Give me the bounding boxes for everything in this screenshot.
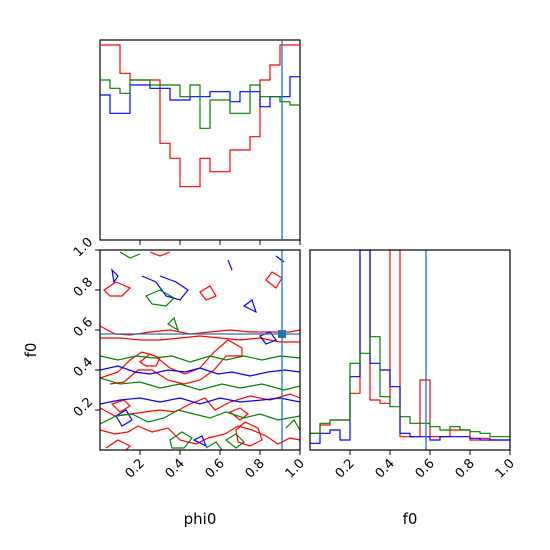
- x-axis-label-phi0: phi0: [184, 510, 217, 528]
- contour-frame: [99, 249, 301, 451]
- y-tick-label: 0.6: [71, 315, 96, 340]
- x-tick-label: 0.8: [453, 456, 478, 481]
- contour-red: [100, 251, 300, 450]
- y-tick-label: 0.8: [71, 275, 96, 300]
- x-tick-label: 0.4: [373, 456, 398, 481]
- x-tick-label: 0.4: [163, 456, 188, 481]
- y-axis-label-f0: f0: [22, 343, 40, 358]
- x-tick-label: 1.0: [493, 456, 518, 481]
- f0-hist-series-1: [310, 250, 510, 444]
- f0-histogram-panel: 0.2 0.4 0.6 0.8 1.0: [309, 249, 518, 481]
- x-tick-label: 0.6: [203, 456, 228, 481]
- y-tick-label: 0.2: [71, 395, 96, 420]
- f0-histogram-ticks: 0.2 0.4 0.6 0.8 1.0: [333, 450, 518, 481]
- f0-histogram-frame: [309, 249, 511, 451]
- phi0-histogram-ticks: [139, 240, 301, 245]
- y-tick-label: 1.0: [71, 235, 96, 260]
- f0-hist-series-2: [310, 336, 510, 438]
- x-tick-label: 0.2: [123, 456, 148, 481]
- phi0-hist-series-1: [100, 76, 300, 114]
- contour-green: [100, 251, 300, 450]
- y-tick-label: 0.4: [71, 355, 96, 380]
- f0-histogram-series: [310, 250, 510, 444]
- phi0-hist-series-2: [100, 79, 300, 129]
- phi0-histogram-panel: [99, 39, 301, 245]
- f0-hist-series-0: [310, 250, 510, 441]
- x-tick-label: 0.8: [243, 456, 268, 481]
- x-tick-label: 0.2: [333, 456, 358, 481]
- x-tick-label: 1.0: [283, 456, 308, 481]
- contour-panel: 0.2 0.4 0.6 0.8 1.0 0.2 0.4 0.6 0.8 1.0: [71, 235, 308, 482]
- x-tick-label: 0.6: [413, 456, 438, 481]
- contour-lines: [100, 251, 300, 450]
- phi0-histogram-series: [100, 44, 300, 188]
- truth-marker: [278, 330, 286, 338]
- x-axis-label-f0: f0: [403, 510, 418, 528]
- contour-blue: [100, 255, 300, 448]
- phi0-histogram-frame: [99, 39, 301, 241]
